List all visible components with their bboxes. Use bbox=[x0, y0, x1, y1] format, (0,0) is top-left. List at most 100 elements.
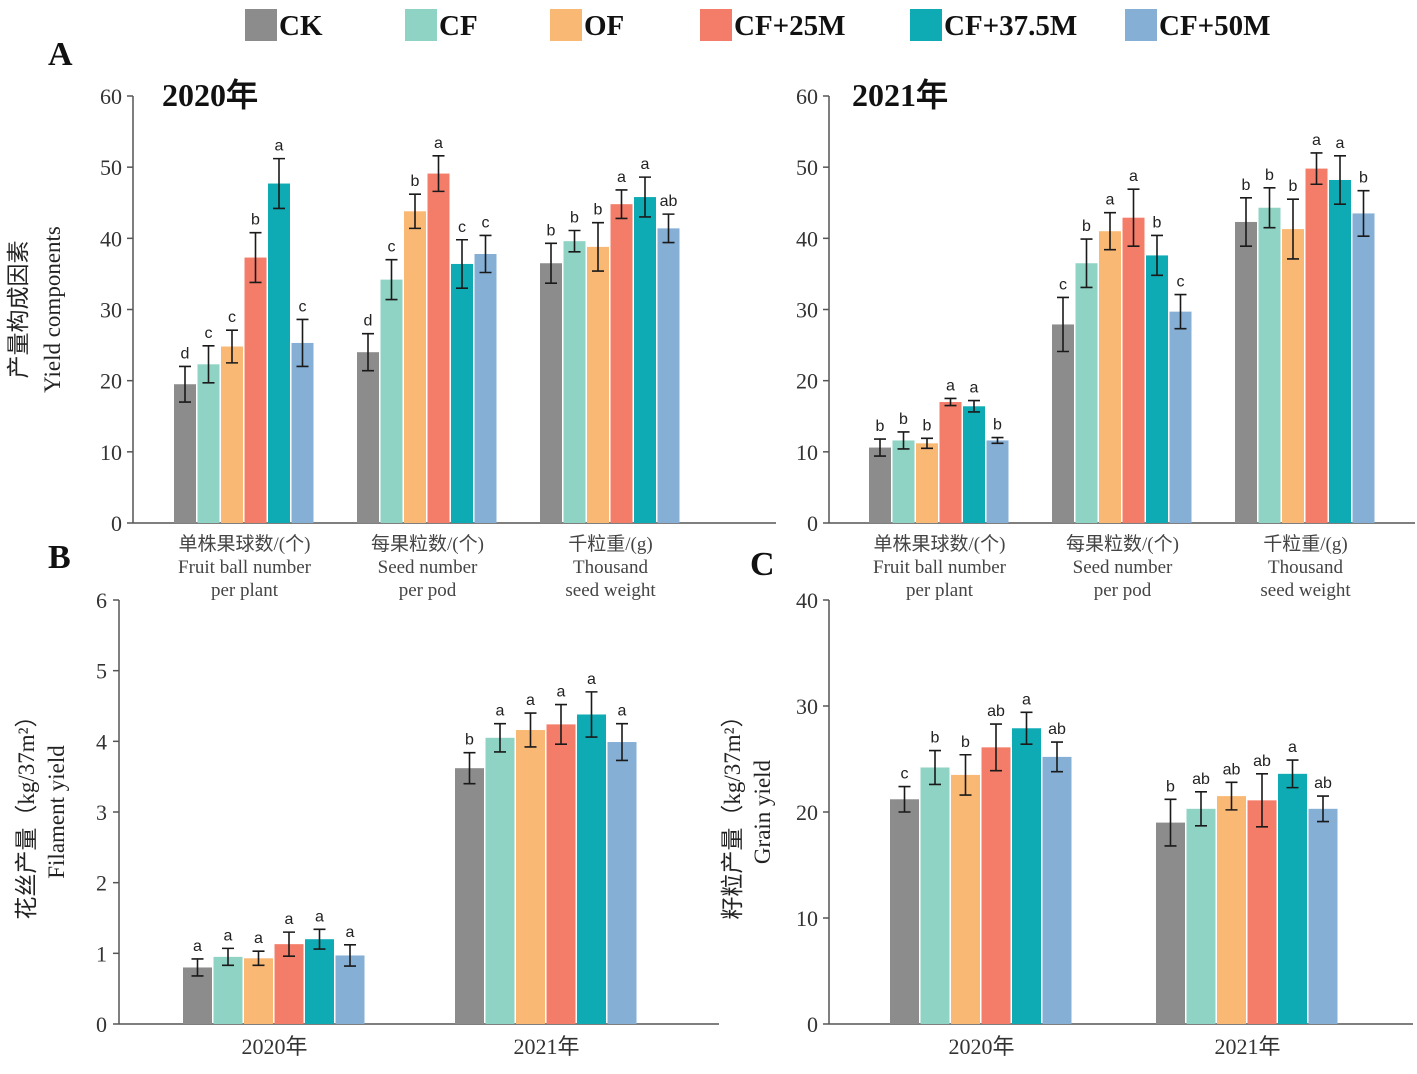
significance-label: b bbox=[899, 411, 908, 428]
bar bbox=[890, 799, 919, 1024]
x-category-label: 2021年 bbox=[1214, 1034, 1280, 1059]
error-bar bbox=[1317, 795, 1329, 823]
x-category-label: 2020年 bbox=[241, 1034, 307, 1059]
error-bar bbox=[662, 213, 675, 244]
error-bar bbox=[1080, 238, 1093, 289]
error-bar bbox=[463, 751, 476, 785]
bar bbox=[268, 183, 290, 523]
y-axis-label: 产量构成因素 bbox=[6, 241, 31, 379]
error-bar bbox=[479, 234, 492, 274]
error-bar bbox=[202, 344, 215, 384]
legend-swatch bbox=[405, 9, 437, 41]
error-bar bbox=[249, 231, 262, 284]
significance-label: a bbox=[946, 377, 955, 394]
bar bbox=[451, 263, 473, 523]
y-tick-label: 0 bbox=[807, 511, 818, 536]
error-bar bbox=[1164, 798, 1177, 847]
y-tick-label: 6 bbox=[96, 588, 107, 613]
error-bar bbox=[555, 703, 567, 745]
bar bbox=[963, 406, 985, 523]
legend-label: OF bbox=[584, 10, 624, 42]
legend-swatch bbox=[550, 9, 582, 41]
error-bar bbox=[616, 722, 628, 762]
error-bar bbox=[362, 332, 374, 372]
error-bar bbox=[1287, 198, 1299, 260]
bar bbox=[892, 440, 915, 523]
error-bar bbox=[959, 753, 972, 796]
x-category-label: 单株果球数/(个) bbox=[179, 533, 311, 555]
bar bbox=[455, 768, 484, 1024]
significance-label: d bbox=[364, 313, 373, 330]
significance-label: ab bbox=[987, 703, 1005, 720]
significance-label: d bbox=[181, 345, 190, 362]
legend-label: CF+37.5M bbox=[944, 10, 1077, 42]
bar bbox=[540, 263, 562, 523]
bar bbox=[1186, 808, 1216, 1024]
significance-label: ab bbox=[1192, 771, 1210, 788]
significance-label: a bbox=[557, 684, 566, 701]
legend-swatch bbox=[1125, 9, 1157, 41]
y-axis-label: 花丝产量（kg/37m²） bbox=[14, 704, 39, 919]
y-tick-label: 30 bbox=[100, 298, 122, 323]
significance-label: b bbox=[465, 732, 474, 749]
bar bbox=[197, 364, 220, 523]
significance-label: c bbox=[1177, 274, 1185, 291]
significance-label: a bbox=[618, 703, 627, 720]
bar bbox=[1217, 796, 1246, 1024]
x-category-label: seed weight bbox=[565, 580, 656, 601]
significance-label: c bbox=[299, 298, 307, 315]
bar bbox=[546, 724, 576, 1024]
significance-label: a bbox=[254, 930, 263, 947]
error-bar bbox=[409, 193, 421, 230]
x-category-label: Fruit ball number bbox=[873, 557, 1007, 578]
significance-label: a bbox=[224, 927, 233, 944]
y-tick-label: 20 bbox=[100, 369, 122, 394]
significance-label: ab bbox=[1314, 775, 1332, 792]
x-category-label: 每果粒数/(个) bbox=[1066, 533, 1179, 555]
bar bbox=[563, 241, 586, 523]
error-bar bbox=[1127, 188, 1140, 247]
error-bar bbox=[179, 365, 191, 403]
error-bar bbox=[226, 329, 238, 364]
significance-label: b bbox=[570, 210, 579, 227]
significance-label: c bbox=[388, 239, 396, 256]
error-bar bbox=[1195, 791, 1207, 827]
bar bbox=[427, 173, 450, 524]
error-bar bbox=[283, 931, 295, 957]
error-bar bbox=[191, 958, 204, 977]
x-category-label: 单株果球数/(个) bbox=[874, 533, 1006, 555]
x-category-label: per pod bbox=[399, 580, 457, 601]
legend-swatch bbox=[910, 9, 942, 41]
y-tick-label: 60 bbox=[100, 84, 122, 109]
significance-label: b bbox=[251, 212, 260, 229]
significance-label: a bbox=[496, 703, 505, 720]
significance-label: a bbox=[1106, 192, 1115, 209]
significance-label: ab bbox=[1223, 761, 1241, 778]
error-bar bbox=[1310, 152, 1323, 186]
error-bar bbox=[615, 189, 628, 220]
significance-label: b bbox=[1082, 218, 1091, 235]
x-category-label: per plant bbox=[906, 580, 974, 601]
legend-item: CF+37.5M bbox=[910, 9, 1077, 42]
error-bar bbox=[592, 221, 604, 272]
significance-label: a bbox=[526, 692, 535, 709]
error-bar bbox=[1240, 196, 1252, 247]
bar bbox=[213, 956, 243, 1024]
error-bar bbox=[1020, 711, 1033, 745]
significance-label: a bbox=[275, 138, 284, 155]
legend-item: CK bbox=[245, 9, 323, 42]
legend: CK CF OF CF+25M CF+37.5M CF+50M bbox=[245, 9, 1271, 42]
y-tick-label: 5 bbox=[96, 659, 107, 684]
x-category-label: 千粒重/(g) bbox=[568, 533, 652, 555]
chart-title: 2020年 bbox=[162, 77, 258, 113]
error-bar bbox=[898, 785, 911, 813]
x-category-label: Fruit ball number bbox=[178, 557, 312, 578]
error-bar bbox=[456, 238, 468, 289]
significance-label: c bbox=[228, 309, 236, 326]
panel-letter: A bbox=[48, 36, 73, 73]
y-tick-label: 30 bbox=[796, 298, 818, 323]
significance-label: a bbox=[346, 924, 355, 941]
error-bar bbox=[991, 436, 1004, 445]
